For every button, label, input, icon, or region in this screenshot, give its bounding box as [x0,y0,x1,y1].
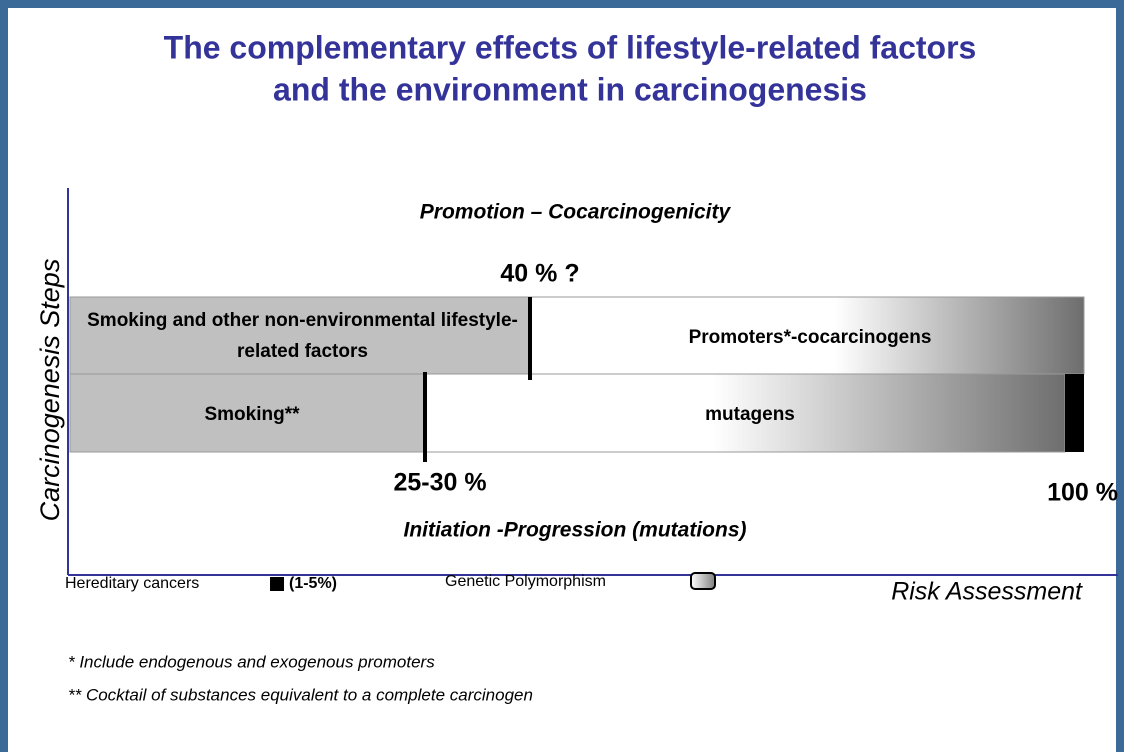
row-left [69,373,426,453]
row-left-label: Smoking and other non-environmental life… [87,310,518,362]
row-right [529,296,1085,375]
title: The complementary effects of lifestyle-r… [164,29,977,65]
legend-label: Hereditary cancers [65,575,199,592]
end-label: 100 % [1047,479,1118,507]
x-axis-label: Risk Assessment [891,578,1083,606]
legend-label: Genetic Polymorphism [445,573,606,590]
row-right [424,373,1066,453]
bottom-caption: Initiation -Progression (mutations) [403,519,746,542]
row-right-label: Promoters*-cocarcinogens [689,327,932,348]
row-left-label: Smoking and other non-environmental life… [87,310,518,362]
marker-label: 25-30 % [393,469,486,497]
legend-swatch [270,577,284,591]
legend-label: (1-5%) [289,575,337,592]
y-axis-label: Carcinogenesis Steps [35,259,65,522]
row-right-label: mutagens [705,404,795,425]
row-left-label: Smoking** [204,404,300,425]
footnote: ** Cocktail of substances equivalent to … [68,685,533,704]
legend-swatch [690,572,716,590]
top-caption: Promotion – Cocarcinogenicity [420,201,732,224]
footnote: * Include endogenous and exogenous promo… [68,652,435,671]
title: and the environment in carcinogenesis [273,71,867,107]
marker-label: 40 % ? [500,260,579,288]
hereditary-block [1065,374,1084,452]
